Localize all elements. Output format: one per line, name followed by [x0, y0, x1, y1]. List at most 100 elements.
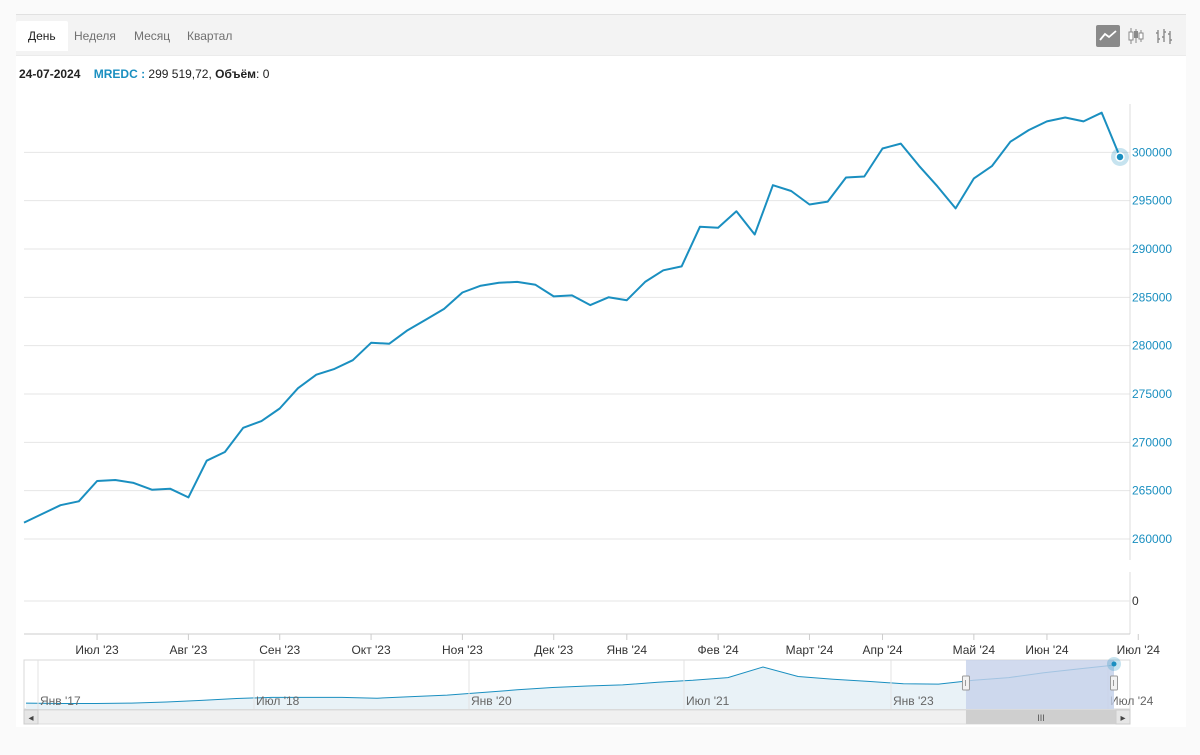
data-point[interactable] [459, 290, 465, 296]
data-point[interactable] [405, 327, 411, 333]
data-point[interactable] [1062, 115, 1068, 121]
data-point[interactable] [350, 357, 356, 363]
navigator-tick-label: Июл '24 [1110, 694, 1154, 708]
x-tick-label: Сен '23 [259, 643, 300, 657]
scrollbar-grip: III [1037, 713, 1045, 723]
data-point[interactable] [167, 486, 173, 492]
data-point[interactable] [934, 183, 940, 189]
data-point[interactable] [1099, 110, 1105, 116]
data-point[interactable] [332, 366, 338, 372]
data-point[interactable] [295, 385, 301, 391]
point-date: 24-07-2024 [19, 67, 81, 81]
data-point[interactable] [258, 418, 264, 424]
data-point[interactable] [587, 302, 593, 308]
data-point[interactable] [131, 480, 137, 486]
volume-value: : 0 [256, 67, 270, 81]
data-point[interactable] [569, 292, 575, 298]
data-point[interactable] [551, 293, 557, 299]
tab-week[interactable]: Неделя [74, 29, 116, 43]
data-point[interactable] [478, 283, 484, 289]
data-point[interactable] [532, 282, 538, 288]
data-point[interactable] [441, 306, 447, 312]
y-tick-label: 275000 [1132, 387, 1172, 401]
data-point[interactable] [222, 449, 228, 455]
data-point[interactable] [1080, 118, 1086, 124]
data-point[interactable] [788, 188, 794, 194]
data-point[interactable] [1007, 139, 1013, 145]
data-point[interactable] [514, 279, 520, 285]
data-point[interactable] [185, 494, 191, 500]
data-point[interactable] [423, 317, 429, 323]
scroll-left-button[interactable] [23, 709, 39, 725]
data-point[interactable] [76, 498, 82, 504]
y-tick-label: 280000 [1132, 339, 1172, 353]
x-tick-label: Авг '23 [170, 643, 208, 657]
data-point[interactable] [1026, 127, 1032, 133]
data-point[interactable] [204, 458, 210, 464]
point-symbol: MREDC : [93, 67, 146, 81]
x-tick-label: Июл '23 [75, 643, 119, 657]
candlestick-icon[interactable] [1124, 25, 1148, 47]
hover-marker [1115, 152, 1125, 162]
data-point[interactable] [660, 267, 666, 273]
navigator-tick-label: Июл '21 [686, 694, 730, 708]
data-point[interactable] [861, 174, 867, 180]
data-point[interactable] [21, 520, 27, 526]
data-point[interactable] [149, 487, 155, 493]
line-chart-icon[interactable] [1096, 25, 1120, 47]
data-point[interactable] [715, 225, 721, 231]
data-point[interactable] [496, 280, 502, 286]
data-point[interactable] [843, 174, 849, 180]
data-point[interactable] [368, 340, 374, 346]
data-point[interactable] [825, 199, 831, 205]
data-point[interactable] [277, 406, 283, 412]
data-point[interactable] [733, 208, 739, 214]
tab-quarter[interactable]: Квартал [187, 29, 233, 43]
data-point[interactable] [313, 372, 319, 378]
x-tick-label: Янв '24 [606, 643, 647, 657]
data-point[interactable] [916, 163, 922, 169]
data-point[interactable] [679, 263, 685, 269]
data-point[interactable] [1044, 118, 1050, 124]
data-point[interactable] [971, 175, 977, 181]
data-point[interactable] [697, 224, 703, 230]
volume-tick-label: 0 [1132, 594, 1139, 608]
data-point[interactable] [386, 341, 392, 347]
x-tick-label: Июн '24 [1025, 643, 1069, 657]
navigator-tick-label: Янв '17 [40, 694, 81, 708]
navigator-selection[interactable] [965, 660, 1114, 709]
data-point[interactable] [806, 202, 812, 208]
navigator-tick-label: Июл '18 [256, 694, 300, 708]
tab-month[interactable]: Месяц [134, 29, 171, 43]
tab-day[interactable]: День [16, 21, 68, 51]
data-point[interactable] [240, 425, 246, 431]
navigator-tick-label: Янв '23 [893, 694, 934, 708]
data-point[interactable] [624, 297, 630, 303]
y-tick-label: 265000 [1132, 484, 1172, 498]
y-tick-label: 300000 [1132, 145, 1172, 159]
data-point[interactable] [642, 279, 648, 285]
scroll-right-button[interactable] [1115, 709, 1131, 725]
data-point[interactable] [880, 145, 886, 151]
navigator-series-line [25, 664, 1115, 704]
data-point[interactable] [112, 477, 118, 483]
chart-panel: День Неделя Месяц Квартал 24-07- [16, 14, 1186, 727]
data-point[interactable] [39, 511, 45, 517]
data-point[interactable] [898, 141, 904, 147]
data-point[interactable] [752, 232, 758, 238]
ohlc-icon[interactable] [1152, 25, 1176, 47]
scrollbar-thumb[interactable] [965, 710, 1116, 724]
data-point[interactable] [94, 478, 100, 484]
data-point[interactable] [58, 502, 64, 508]
x-tick-label: Ноя '23 [442, 643, 483, 657]
volume-label: Объём [215, 67, 257, 81]
point-value: 299 519,72, [145, 67, 212, 81]
price-series-line [23, 111, 1121, 524]
navigator-end-marker [1111, 661, 1117, 667]
data-point[interactable] [953, 205, 959, 211]
data-point[interactable] [606, 294, 612, 300]
data-point[interactable] [989, 163, 995, 169]
scrollbar-track[interactable] [23, 709, 1131, 725]
data-point[interactable] [770, 182, 776, 188]
